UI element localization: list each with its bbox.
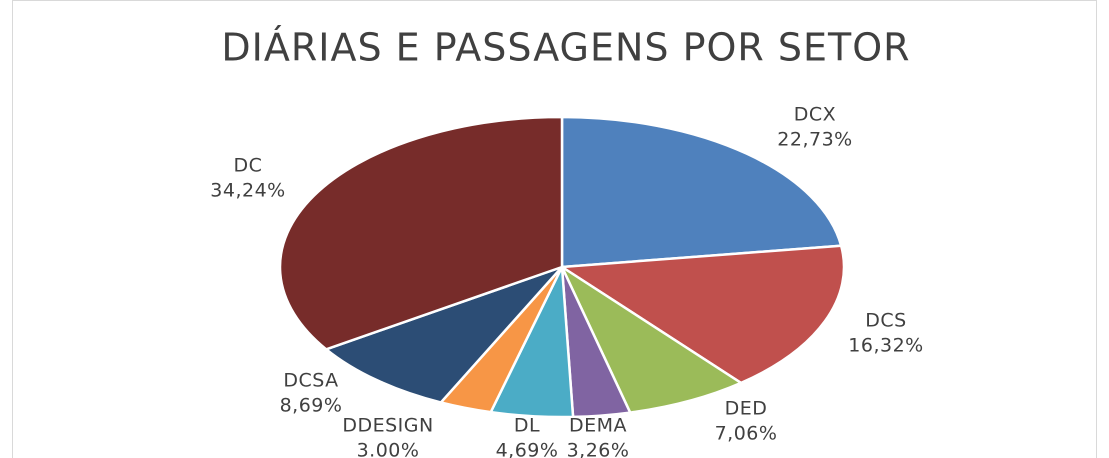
slice-category-label: DCX [794,104,836,126]
pie-slice [560,115,843,269]
slice-category-label: DC [234,155,263,177]
slice-value-label: 22,73% [777,129,852,151]
slice-category-label: DCS [865,310,906,332]
slice-category-label: DCSA [283,370,338,392]
slice-category-label: DEMA [569,415,627,437]
chart-title: DIÁRIAS E PASSAGENS POR SETOR [221,26,910,70]
slice-value-label: 4,69% [496,440,559,458]
slice-value-label: 3,26% [567,440,630,458]
slice-value-label: 7,06% [715,423,778,445]
slice-value-label: 8,69% [280,395,343,417]
slice-value-label: 16,32% [848,335,923,357]
pie-slice [558,244,846,385]
slice-value-label: 3.00% [357,440,420,458]
pie-slice [278,115,564,351]
pie-slice [323,265,563,404]
slice-category-label: DL [514,415,540,437]
slice-category-label: DDESIGN [342,415,433,437]
pie-slice [559,263,744,414]
slice-value-label: 34,24% [210,180,285,202]
slice-category-label: DED [725,398,768,420]
